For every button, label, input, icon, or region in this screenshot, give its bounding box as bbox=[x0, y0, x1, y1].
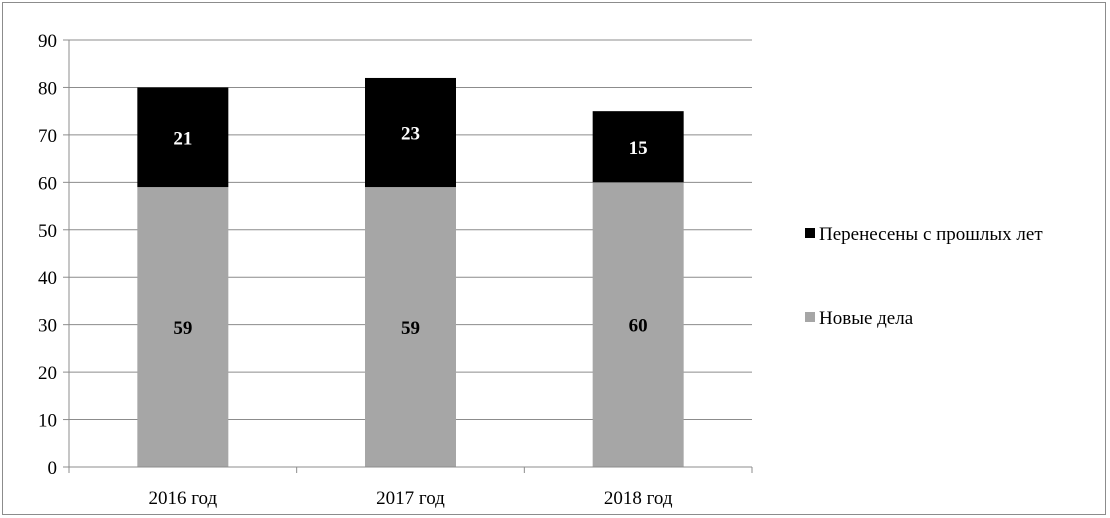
y-tick-label: 0 bbox=[48, 458, 58, 479]
data-label: 59 bbox=[173, 318, 192, 339]
y-tick-label: 30 bbox=[38, 316, 57, 337]
data-labels: 59 21 59 23 60 15 bbox=[173, 124, 647, 340]
legend-label: Новые дела bbox=[819, 308, 914, 329]
bar-segment bbox=[137, 87, 229, 188]
data-label: 59 bbox=[401, 318, 420, 339]
x-tick-label: 2017 год bbox=[376, 488, 445, 509]
y-tick-label: 80 bbox=[38, 78, 57, 99]
y-tick-label: 60 bbox=[38, 173, 57, 194]
legend-swatch bbox=[805, 312, 815, 322]
y-tick-label: 20 bbox=[38, 363, 57, 384]
bar-segment bbox=[365, 77, 456, 188]
bars bbox=[137, 77, 684, 468]
axes: 0 10 20 30 40 50 60 70 80 90 2016 год 2017 год 2018 … bbox=[38, 31, 753, 509]
data-label: 15 bbox=[629, 138, 648, 159]
data-label: 23 bbox=[401, 124, 420, 145]
x-tick-label: 2018 год bbox=[604, 488, 673, 509]
bar-segment bbox=[365, 187, 456, 468]
y-tick-label: 40 bbox=[38, 268, 57, 289]
x-tick-label: 2016 год bbox=[148, 488, 217, 509]
legend: Перенесены с прошлых лет Новые дела bbox=[805, 224, 1043, 329]
y-tick-label: 90 bbox=[38, 31, 57, 52]
y-tick-label: 10 bbox=[38, 411, 57, 432]
bar-segment bbox=[137, 187, 229, 468]
legend-swatch bbox=[805, 228, 815, 238]
y-tick-label: 70 bbox=[38, 126, 57, 147]
data-label: 21 bbox=[173, 128, 192, 149]
bar-segment bbox=[592, 182, 684, 468]
data-label: 60 bbox=[629, 316, 648, 337]
bar-segment bbox=[592, 111, 684, 183]
y-tick-label: 50 bbox=[38, 221, 57, 242]
legend-label: Перенесены с прошлых лет bbox=[819, 224, 1043, 245]
